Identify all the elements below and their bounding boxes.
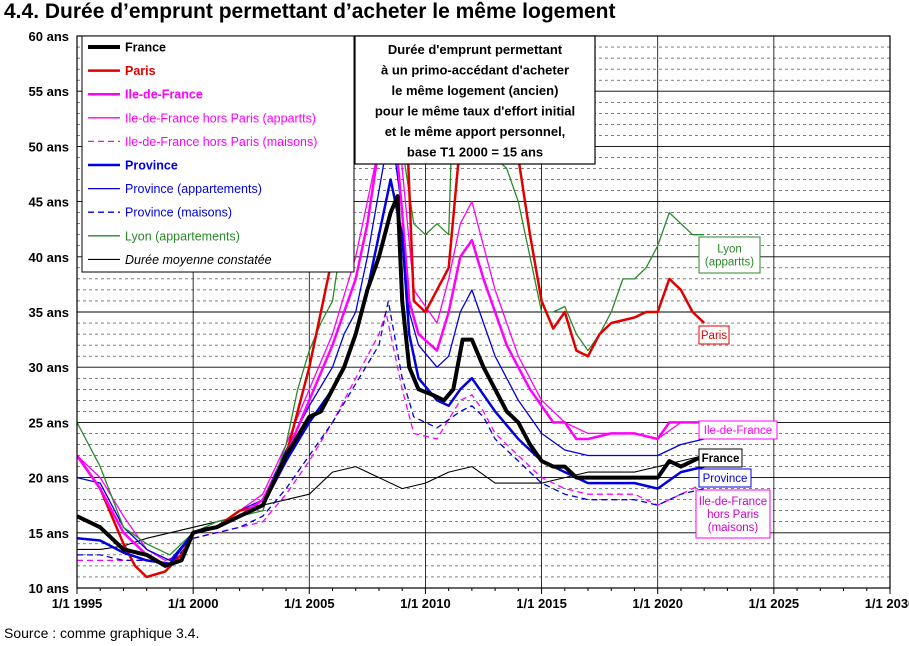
y-tick-label: 30 ans — [29, 360, 69, 375]
end-label-text: (maisons) — [708, 522, 759, 534]
y-tick-label: 10 ans — [29, 581, 69, 596]
source-note: Source : comme graphique 3.4. — [4, 625, 200, 641]
x-tick-label: 1/1 2025 — [749, 596, 800, 611]
y-tick-label: 45 ans — [29, 195, 69, 210]
end-label-text: Ile-de-France — [699, 496, 767, 508]
annotation-line: base T1 2000 = 15 ans — [407, 145, 543, 160]
annotation-line: pour le même taux d'effort initial — [375, 104, 575, 119]
x-tick-label: 1/1 2005 — [284, 596, 335, 611]
axes: 10 ans 15 ans 20 ans 25 ans 30 ans 35 ans 40 a… — [29, 29, 909, 611]
x-tick-label: 1/1 1995 — [52, 596, 103, 611]
y-tick-label: 35 ans — [29, 305, 69, 320]
x-tick-label: 1/1 2030 — [865, 596, 909, 611]
legend-entry: Paris — [125, 64, 156, 78]
series-line-1 — [77, 194, 706, 568]
end-label-box — [698, 468, 752, 488]
end-label-text: Ile-de-France — [704, 425, 772, 437]
annotation-line: à un primo-accédant d'acheter — [381, 63, 569, 78]
end-label-box — [695, 489, 771, 539]
end-label-text: Province — [703, 473, 748, 485]
end-labels: Lyon(appartts) Paris Ile-de-France France Pr… — [695, 236, 778, 539]
legend-entry: Ile-de-France hors Paris (maisons) — [125, 135, 317, 149]
end-label-text: (appartts) — [705, 257, 754, 269]
legend-entry: Durée moyenne constatée — [125, 253, 272, 267]
end-label-text: Lyon — [717, 244, 742, 256]
legend-entry: Ile-de-France hors Paris (appartts) — [125, 111, 316, 125]
series-line-10 — [77, 454, 705, 550]
annotation-box: Durée d'emprunt permettant à un primo-acc… — [354, 35, 596, 165]
x-tick-label: 1/1 2010 — [400, 596, 451, 611]
end-label-text: hors Paris — [707, 509, 759, 521]
legend: France Paris Ile-de-France Ile-de-France ho… — [81, 35, 355, 273]
y-tick-label: 60 ans — [29, 29, 69, 44]
annotation-frame — [354, 35, 596, 165]
legend-entry: Province (appartements) — [125, 182, 262, 196]
legend-entry: Province (maisons) — [125, 206, 232, 220]
series-line-8 — [77, 300, 705, 567]
end-label-text: Paris — [701, 330, 727, 342]
series-line-9 — [77, 36, 705, 556]
chart-title: 4.4. Durée d’emprunt permettant d’achete… — [4, 0, 616, 23]
y-tick-label: 15 ans — [29, 526, 69, 541]
x-tick-label: 1/1 2015 — [516, 596, 567, 611]
legend-entry: Province — [125, 159, 178, 173]
legend-entry: Ile-de-France — [125, 88, 203, 102]
annotation-line: Durée d'emprunt permettant — [388, 42, 563, 57]
legend-entry: Lyon (appartements) — [125, 229, 240, 243]
legend-box — [81, 35, 355, 273]
series-layer — [77, 36, 706, 579]
y-tick-label: 40 ans — [29, 250, 69, 265]
y-tick-label: 25 ans — [29, 415, 69, 430]
end-label-text: France — [702, 453, 740, 465]
end-label-box — [698, 236, 761, 274]
end-label-box — [698, 448, 743, 468]
y-tick-label: 20 ans — [29, 471, 69, 486]
annotation-line: et le même apport personnel, — [385, 124, 566, 139]
series-line-5 — [77, 311, 705, 567]
y-tick-label: 50 ans — [29, 139, 69, 154]
x-tick-label: 1/1 2000 — [168, 596, 219, 611]
y-tick-label: 55 ans — [29, 84, 69, 99]
x-tick-label: 1/1 2020 — [632, 596, 683, 611]
end-label-box — [698, 420, 778, 440]
end-label-box — [698, 325, 730, 345]
legend-entry: France — [125, 41, 166, 55]
annotation-line: le même logement (ancien) — [392, 83, 559, 98]
